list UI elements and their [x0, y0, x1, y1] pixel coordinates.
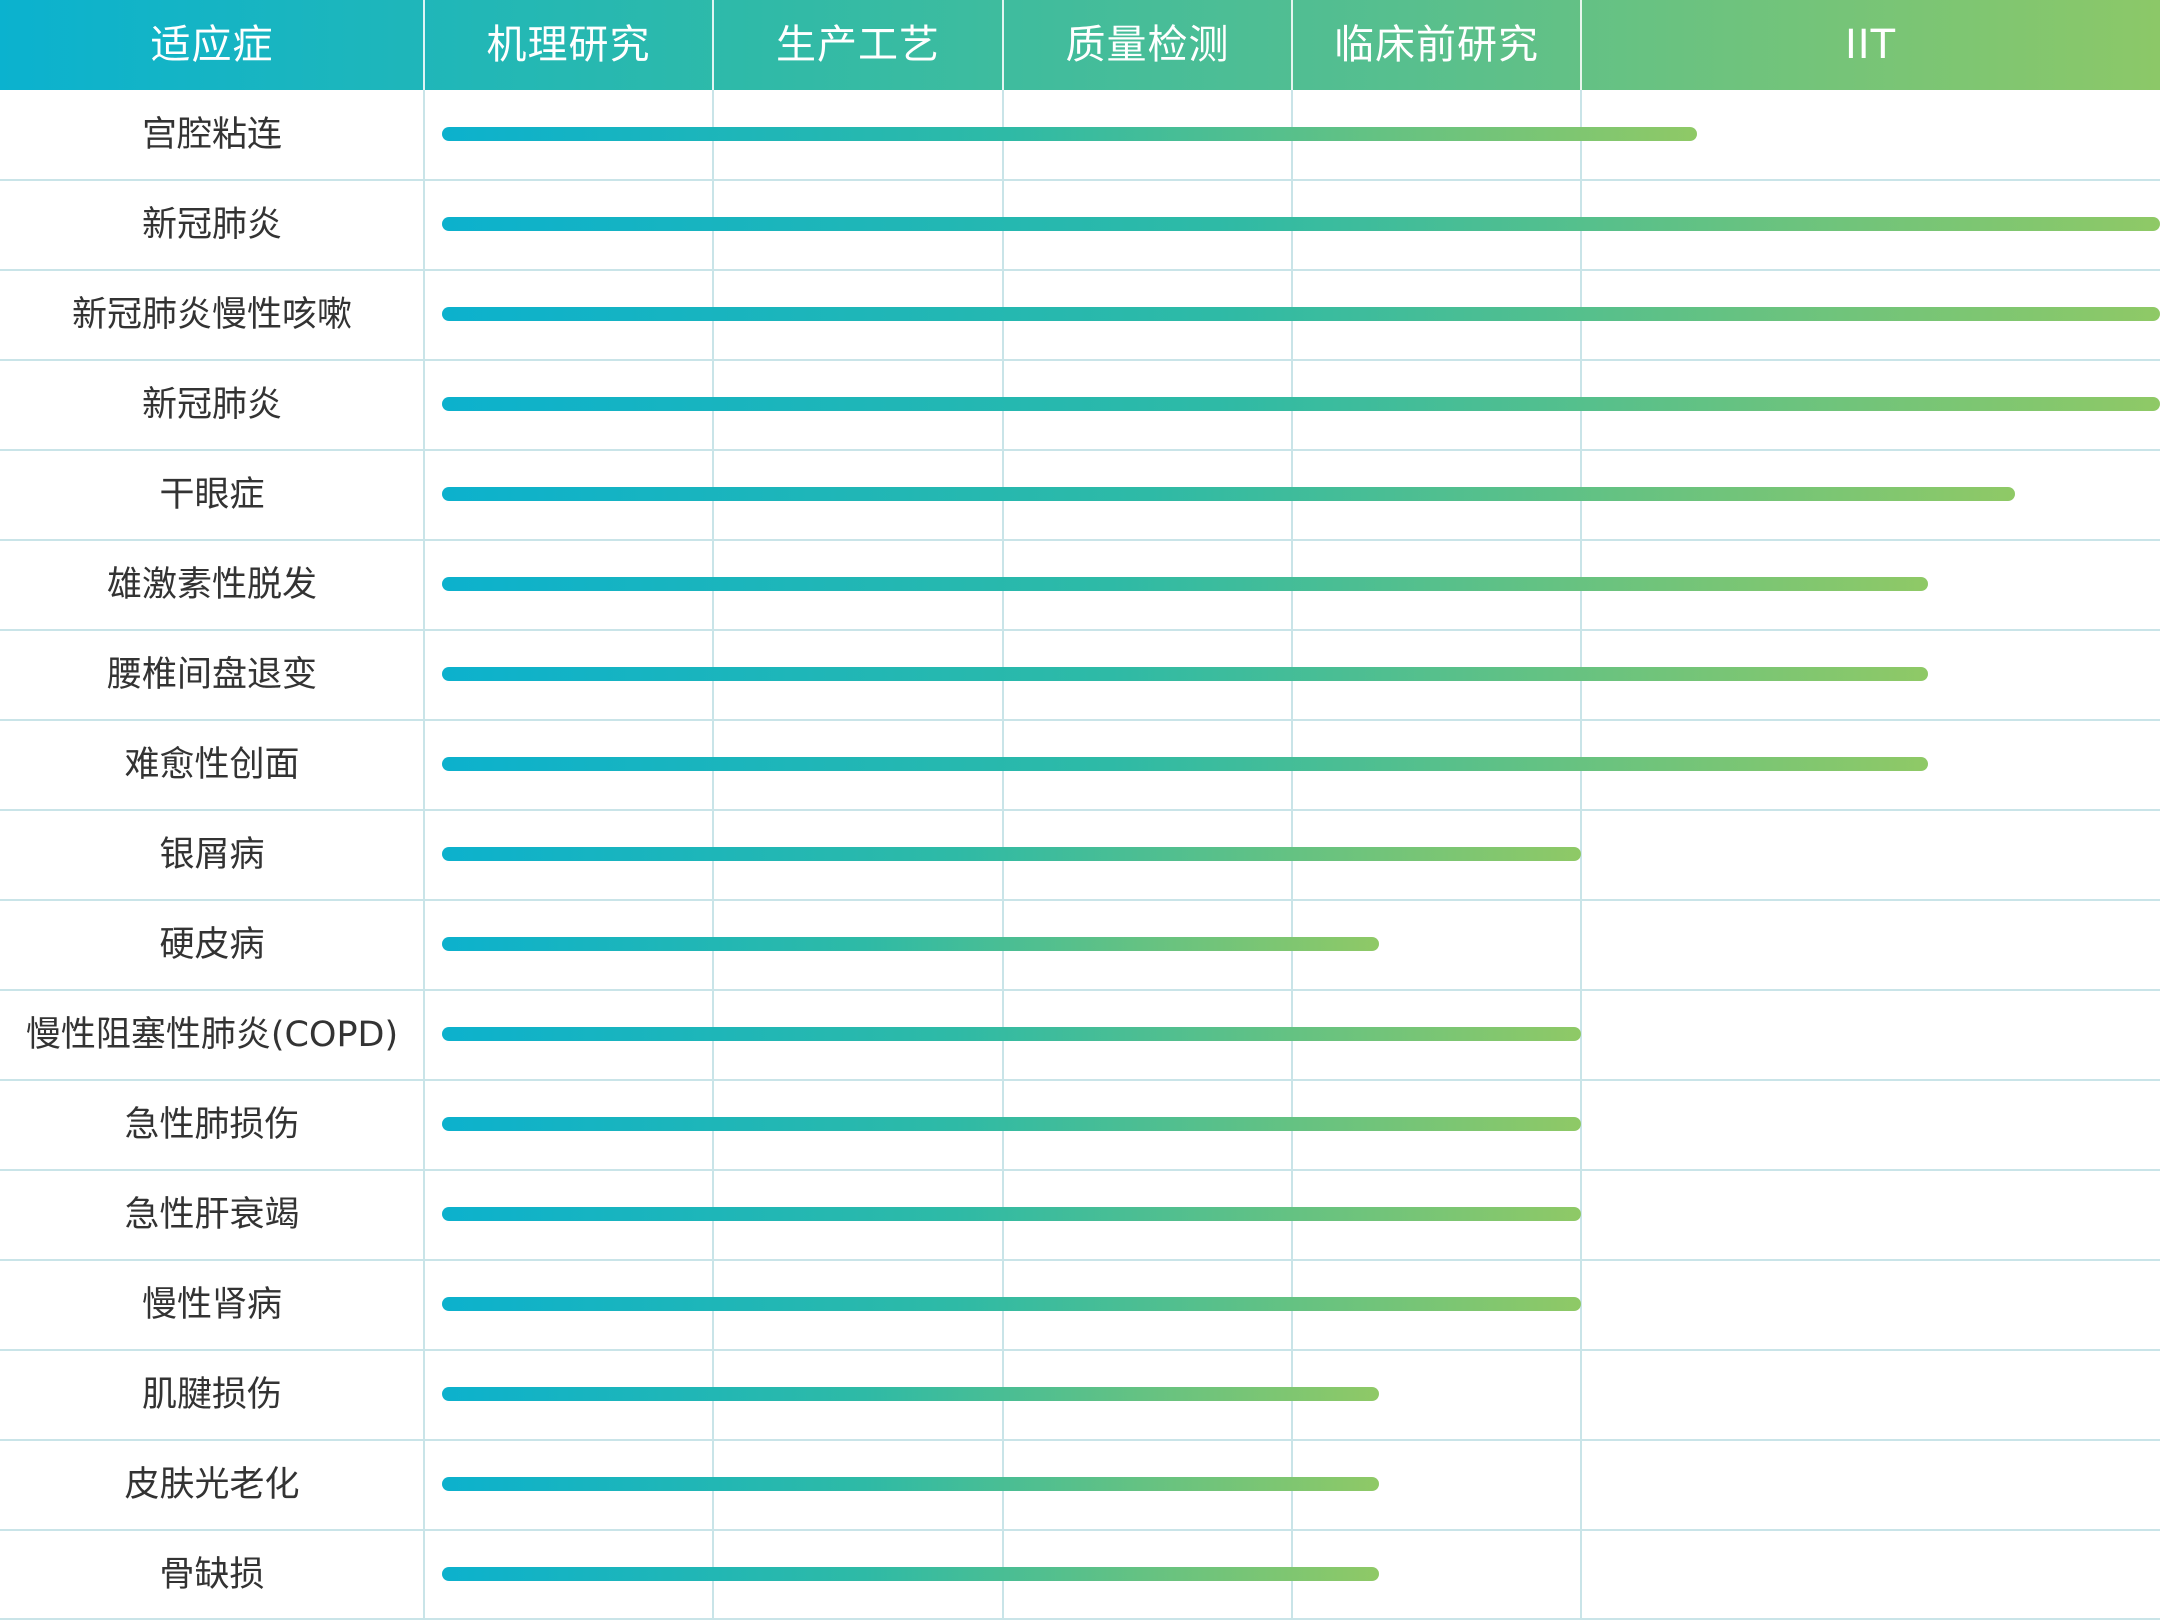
grid-row-line [0, 899, 2160, 901]
progress-bar [442, 217, 2160, 231]
grid-row-line [0, 359, 2160, 361]
indication-label: 新冠肺炎慢性咳嗽 [71, 295, 352, 335]
grid-row-line [0, 1259, 2160, 1261]
progress-bar [442, 1477, 1379, 1491]
indication-label: 新冠肺炎 [141, 205, 282, 245]
progress-bar [442, 937, 1379, 951]
grid-row-line [0, 1618, 2160, 1620]
header-stage-mechanism: 机理研究 [486, 22, 651, 68]
grid-row-line [0, 1169, 2160, 1171]
grid-row-line [0, 1349, 2160, 1351]
grid-row-line [0, 629, 2160, 631]
header-separator [712, 0, 714, 90]
indication-label: 新冠肺炎 [141, 385, 282, 425]
header-separator [1580, 0, 1582, 90]
header-stage-quality: 质量检测 [1065, 22, 1230, 68]
indication-label: 干眼症 [159, 475, 265, 515]
grid-row-line [0, 449, 2160, 451]
header-indication: 适应症 [150, 22, 274, 68]
progress-bar [442, 1297, 1581, 1311]
indication-label: 银屑病 [159, 835, 265, 875]
grid-row-line [0, 1439, 2160, 1441]
progress-bar [442, 1207, 1581, 1221]
indication-label: 雄激素性脱发 [106, 565, 317, 605]
header-stage-preclinical: 临床前研究 [1334, 22, 1539, 68]
indication-label: 急性肝衰竭 [124, 1195, 300, 1235]
grid-row-line [0, 809, 2160, 811]
header-row: 适应症 机理研究 生产工艺 质量检测 临床前研究 IIT [0, 0, 2160, 90]
progress-bar [442, 1117, 1581, 1131]
progress-bar [442, 127, 1697, 141]
indication-label: 急性肺损伤 [124, 1105, 300, 1145]
header-stage-iit: IIT [1844, 22, 1897, 68]
indication-label: 宫腔粘连 [141, 115, 282, 155]
grid-row-line [0, 1529, 2160, 1531]
indication-label: 腰椎间盘退变 [106, 655, 317, 695]
progress-bar [442, 307, 2160, 321]
grid-row-line [0, 719, 2160, 721]
progress-bar [442, 487, 2016, 501]
progress-bar [442, 667, 1929, 681]
grid-row-line [0, 539, 2160, 541]
grid-row-line [0, 989, 2160, 991]
indication-label: 慢性肾病 [141, 1285, 282, 1325]
progress-bar [442, 1027, 1581, 1041]
progress-bar [442, 757, 1929, 771]
indication-label: 难愈性创面 [124, 745, 300, 785]
indication-label: 硬皮病 [159, 925, 265, 965]
indication-label: 皮肤光老化 [124, 1465, 300, 1505]
grid-row-line [0, 269, 2160, 271]
indication-label: 骨缺损 [159, 1555, 265, 1595]
header-separator [1002, 0, 1004, 90]
header-separator [423, 0, 425, 90]
grid-row-line [0, 179, 2160, 181]
header-separator [1291, 0, 1293, 90]
header-stage-production: 生产工艺 [776, 22, 940, 68]
progress-bar [442, 1567, 1379, 1581]
grid-row-line [0, 1079, 2160, 1081]
indication-label: 肌腱损伤 [141, 1375, 282, 1415]
grid-column-line [423, 90, 425, 1620]
progress-bar [442, 577, 1929, 591]
progress-bar [442, 1387, 1379, 1401]
indication-label: 慢性阻塞性肺炎(COPD) [25, 1015, 399, 1055]
progress-bar [442, 847, 1581, 861]
progress-bar [442, 397, 2160, 411]
grid-column-line [1580, 90, 1582, 1620]
